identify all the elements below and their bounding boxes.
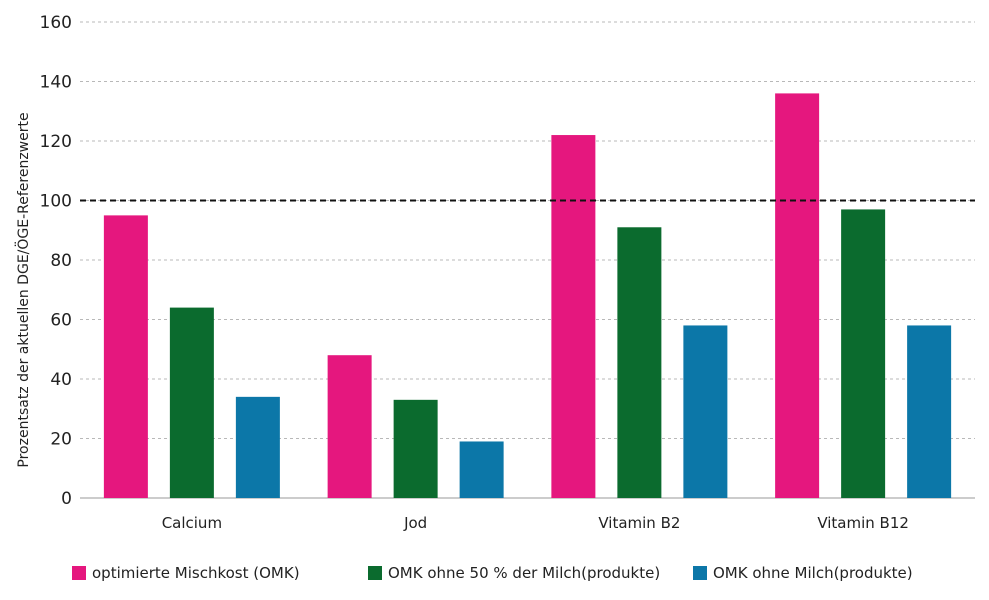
legend-swatch (693, 566, 707, 580)
bar-jod-series-1 (327, 355, 372, 498)
y-axis-label: Prozentsatz der aktuellen DGE/ÖGE-Refere… (14, 112, 32, 467)
bar-calcium-series-1 (103, 215, 148, 498)
x-category-label: Calcium (162, 514, 222, 532)
legend-label: OMK ohne Milch(produkte) (713, 564, 913, 582)
bar-vitamin-b2-series-3 (683, 325, 728, 498)
x-axis-labels: Calcium Jod Vitamin B2 Vitamin B12 (162, 514, 909, 532)
y-tick-label: 20 (50, 430, 72, 450)
legend-swatch (72, 566, 86, 580)
x-category-label: Jod (403, 514, 427, 532)
bar-vitamin-b12-series-1 (775, 93, 820, 499)
legend-swatch (368, 566, 382, 580)
y-tick-label: 100 (40, 192, 72, 212)
y-tick-label: 160 (40, 13, 72, 33)
legend-label: optimierte Mischkost (OMK) (92, 564, 300, 582)
bar-vitamin-b12-series-3 (907, 325, 952, 498)
bar-jod-series-3 (459, 441, 504, 498)
bar-vitamin-b12-series-2 (841, 209, 886, 499)
y-tick-label: 40 (50, 370, 72, 390)
bars (103, 93, 952, 499)
x-category-label: Vitamin B2 (598, 514, 680, 532)
legend-label: OMK ohne 50 % der Milch(produkte) (388, 564, 660, 582)
bar-vitamin-b2-series-2 (617, 227, 662, 498)
bar-vitamin-b2-series-1 (551, 135, 596, 499)
y-tick-label: 140 (40, 73, 72, 93)
gridlines (80, 21, 975, 499)
y-tick-label: 0 (61, 489, 72, 509)
bar-jod-series-2 (393, 399, 438, 498)
y-tick-label: 80 (50, 251, 72, 271)
y-axis-ticks: 0 20 40 60 80 100 120 140 160 (40, 13, 72, 509)
legend: optimierte Mischkost (OMK) OMK ohne 50 % … (72, 564, 913, 582)
y-tick-label: 120 (40, 132, 72, 152)
x-category-label: Vitamin B12 (817, 514, 909, 532)
y-tick-label: 60 (50, 311, 72, 331)
bar-calcium-series-3 (235, 396, 280, 498)
bar-calcium-series-2 (169, 307, 214, 498)
